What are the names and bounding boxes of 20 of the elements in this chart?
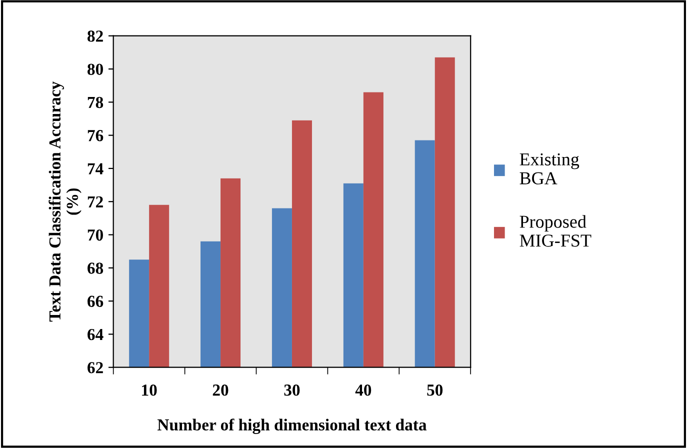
- y-tick-label: 68: [88, 262, 104, 274]
- legend-label: Existing BGA: [520, 153, 580, 184]
- y-tick-label: 76: [88, 130, 104, 142]
- y-axis-title: Text Data Classification Accuracy (%): [48, 81, 82, 322]
- y-tick-label: 78: [88, 96, 104, 108]
- y-tick-label: 74: [88, 163, 104, 174]
- y-tick-label: 66: [88, 296, 104, 308]
- y-tick-label: 64: [88, 328, 104, 340]
- x-tick-label: 10: [142, 384, 157, 396]
- x-axis-title: Number of high dimensional text data: [157, 418, 427, 434]
- legend-label: Proposed MIG-FST: [520, 215, 592, 247]
- y-tick-label: 62: [88, 362, 103, 374]
- x-tick-label: 30: [284, 384, 300, 396]
- x-tick-label: 40: [355, 384, 372, 396]
- y-tick-label: 82: [88, 30, 103, 42]
- x-tick-label: 20: [212, 384, 228, 396]
- y-tick-label: 80: [88, 64, 103, 75]
- x-tick-label: 50: [427, 384, 443, 396]
- y-tick-label: 70: [88, 229, 103, 241]
- y-tick-label: 72: [88, 196, 103, 208]
